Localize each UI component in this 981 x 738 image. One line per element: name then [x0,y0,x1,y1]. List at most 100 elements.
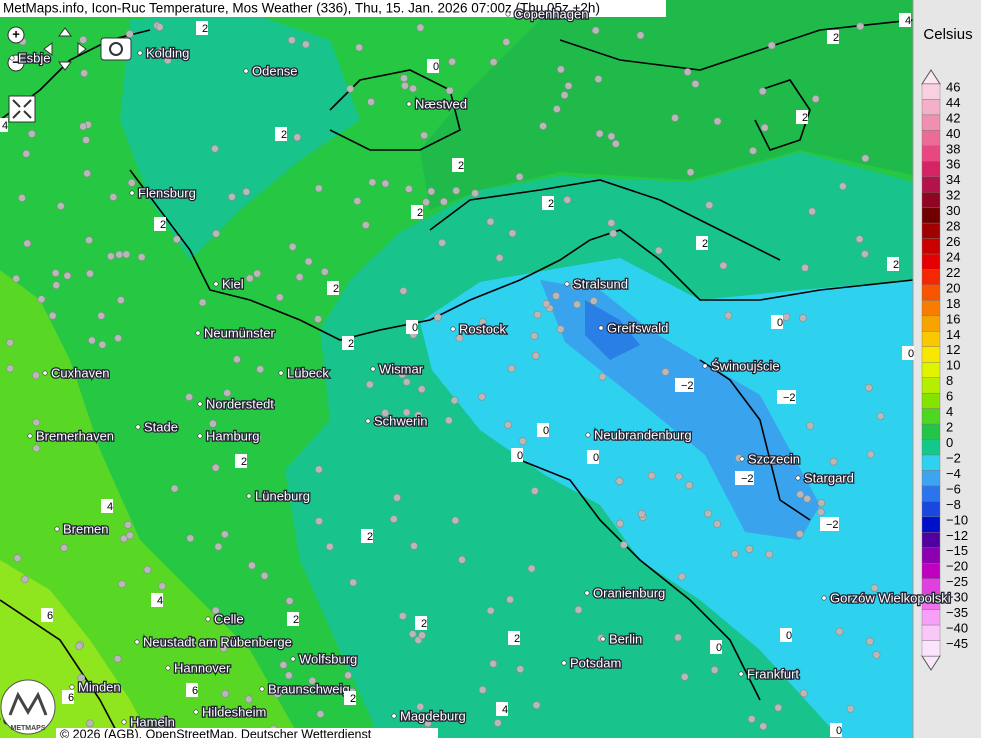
city-label: Neubrandenburg [594,427,692,442]
station-dot [80,69,89,78]
legend-label: −25 [946,574,968,589]
station-dot [516,665,525,674]
legend-swatch [921,161,941,177]
station-dot [284,671,293,680]
station-dot [542,299,551,308]
isotherm-label: 2 [241,456,247,468]
station-dot [677,572,686,581]
station-dot [32,444,41,453]
city-label: Flensburg [138,185,196,200]
city-label: Hannover [174,660,231,675]
isotherm-label: 0 [836,725,842,737]
station-dot [126,531,134,540]
logo-text: METMAPS [11,725,46,732]
legend-swatch [921,284,941,301]
station-dot [795,529,804,538]
map-controls[interactable]: + − [7,26,132,123]
isotherm-label: 0 [517,450,523,462]
city-label: Kiel [222,276,244,291]
city-label: Frankfurt [747,666,799,681]
station-dot [495,254,504,262]
station-dot [471,189,479,198]
station-dot [288,242,297,251]
legend-swatch [921,130,941,147]
station-dot [398,370,407,379]
isotherm-label-box [275,127,287,141]
station-dot [308,676,317,685]
isotherm-label: 2 [160,219,166,231]
station-dot [137,253,146,261]
station-dot [119,534,128,543]
city-dot [821,595,827,601]
station-dot [713,117,722,126]
station-dot [158,715,167,724]
station-dot [683,68,692,76]
station-dot [314,465,323,474]
station-dot [876,412,885,421]
station-dot [414,411,423,420]
station-dot [106,252,115,261]
station-dot [52,281,61,290]
cities: Copenhagen Kolding Esbje Odense Næstved Flens… [0,5,952,731]
isotherm-label-box [41,608,53,622]
station-dot [508,229,517,238]
station-dot [616,519,624,528]
station-dot [573,300,581,309]
isotherm-label-box [235,454,247,468]
station-dot [381,409,390,417]
station-dot [18,194,26,202]
station-dot [163,56,172,65]
city-dot [600,636,606,642]
station-dot [211,144,219,153]
station-dot [122,250,131,259]
station-dot [420,131,429,140]
station-dot [85,236,93,245]
city-dot [195,330,201,336]
station-dot [416,23,425,32]
station-dot [98,340,107,349]
station-dot [489,659,498,668]
station-dot [506,595,515,604]
isotherm-label-box [151,593,163,607]
legend-swatch [921,114,941,131]
station-dot [401,81,409,90]
station-dot [361,221,370,229]
coast [129,169,913,341]
station-dot [304,257,313,266]
station-dot [221,689,230,698]
logo[interactable] [0,679,56,735]
isotherm-label-box [361,529,373,543]
isotherm-label-box [186,683,198,697]
coastlines [0,19,913,738]
city-label: Wismar [379,361,424,376]
station-dot [315,517,323,526]
legend-swatch [921,377,941,394]
station-dot [705,201,714,210]
map-title: MetMaps.info, Icon-Ruc Temperature, Mos … [3,1,600,16]
station-dot [609,229,618,238]
station-dot [228,192,236,201]
station-dot [607,132,616,141]
isotherm-label-box [327,281,339,295]
city-label: Stargard [804,470,854,485]
station-dot [637,509,646,518]
city-label: Świnoujście [711,358,780,373]
station-dot [478,318,487,327]
legend-label: −6 [946,481,961,496]
legend-label: −8 [946,497,961,512]
screenshot-button[interactable] [100,37,132,61]
station-dot [595,129,604,138]
station-dot [219,644,228,653]
station-dot [211,606,220,615]
station-dot [6,338,14,347]
isotherm-label-box [710,640,722,654]
zoom-in[interactable] [7,26,25,44]
station-dot [563,195,572,204]
station-dot [155,23,164,31]
legend-label: 18 [946,296,960,311]
fullscreen-button[interactable] [8,95,36,123]
legend-swatch [921,222,941,239]
city-dot [54,526,60,532]
